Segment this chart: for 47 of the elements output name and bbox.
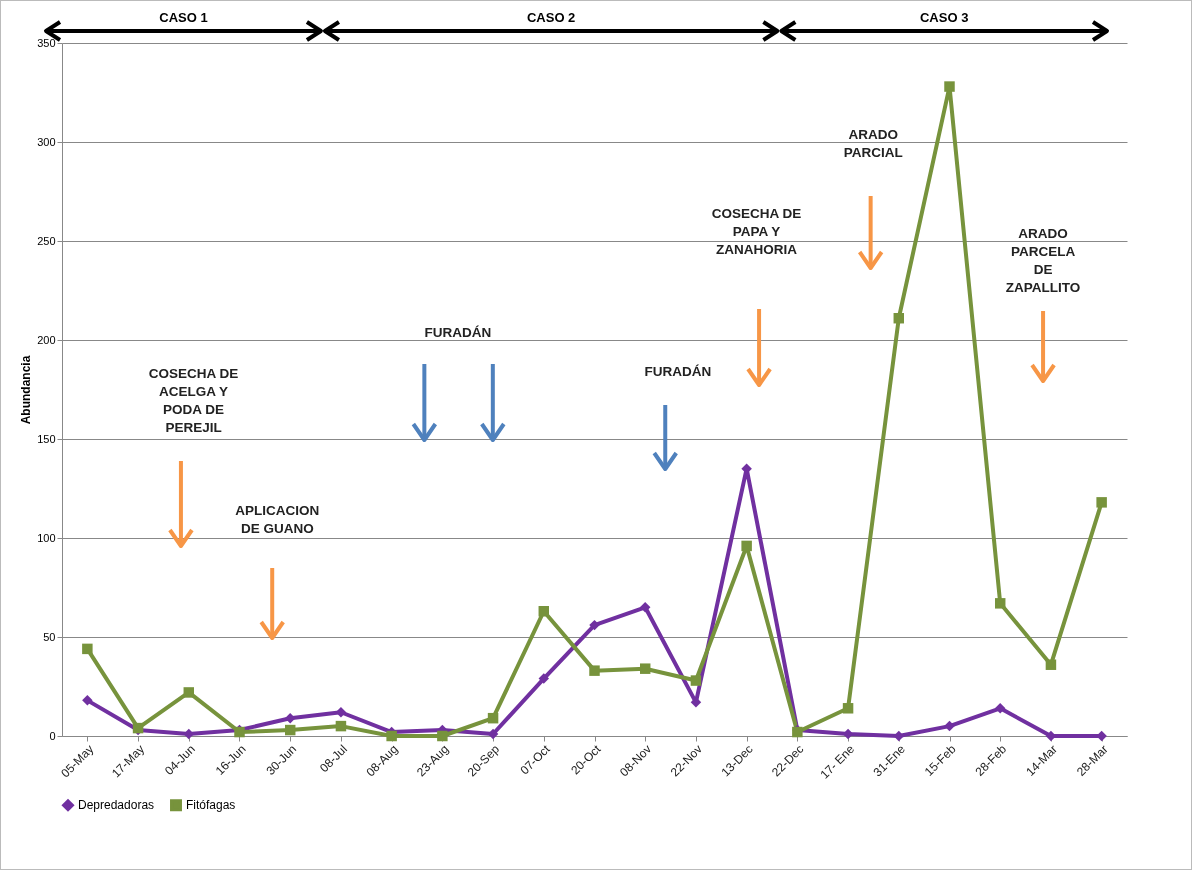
y-tick-label: 250 <box>37 234 56 247</box>
text: CASO 1 <box>159 10 208 25</box>
y-axis-title: Abundancia <box>19 355 34 425</box>
text: CASO 2 <box>526 10 576 25</box>
point <box>487 712 499 724</box>
point <box>639 602 651 613</box>
point <box>893 312 905 324</box>
point <box>335 720 347 732</box>
point <box>842 703 854 714</box>
annotation: COSECHA DE PAPA Y ZANAHORIA <box>711 206 802 257</box>
point <box>284 724 296 736</box>
point <box>741 540 752 552</box>
point <box>538 606 550 617</box>
point <box>589 619 600 631</box>
y-tick-label: 100 <box>37 531 56 544</box>
point <box>1096 497 1107 508</box>
y-tick-label: 350 <box>37 36 56 49</box>
annotation: APLICACION DE GUANO <box>235 503 320 536</box>
legend-label: Depredadoras <box>78 798 155 813</box>
point <box>1045 659 1057 670</box>
point <box>538 673 550 684</box>
x-tick-label: 17- Ene <box>817 741 858 782</box>
point <box>183 687 195 698</box>
legend-label: Fitófagas <box>186 798 236 813</box>
point <box>944 81 955 92</box>
point <box>284 712 296 724</box>
y-tick-label: 150 <box>37 432 56 445</box>
text: CASO 3 <box>919 10 969 25</box>
point <box>690 675 702 686</box>
point <box>437 730 448 742</box>
point <box>386 730 397 742</box>
annotation: ARADO PARCIAL <box>843 127 903 160</box>
point <box>82 695 93 706</box>
point <box>994 598 1006 609</box>
annotation: FURADÁN <box>644 364 712 379</box>
annotation: ARADO PARCELA DE ZAPALLITO <box>1005 226 1081 295</box>
y-tick-label: 200 <box>37 333 56 346</box>
point <box>589 665 600 676</box>
point <box>82 643 93 655</box>
annotation: COSECHA DE ACELGA Y PODA DE PEREJIL <box>148 366 239 435</box>
point <box>944 720 955 732</box>
point <box>639 663 651 674</box>
y-tick-label: 0 <box>49 729 56 742</box>
y-tick-label: 300 <box>37 135 56 148</box>
point <box>994 703 1006 714</box>
annotation: FURADÁN <box>424 325 492 340</box>
y-tick-label: 50 <box>43 630 56 643</box>
